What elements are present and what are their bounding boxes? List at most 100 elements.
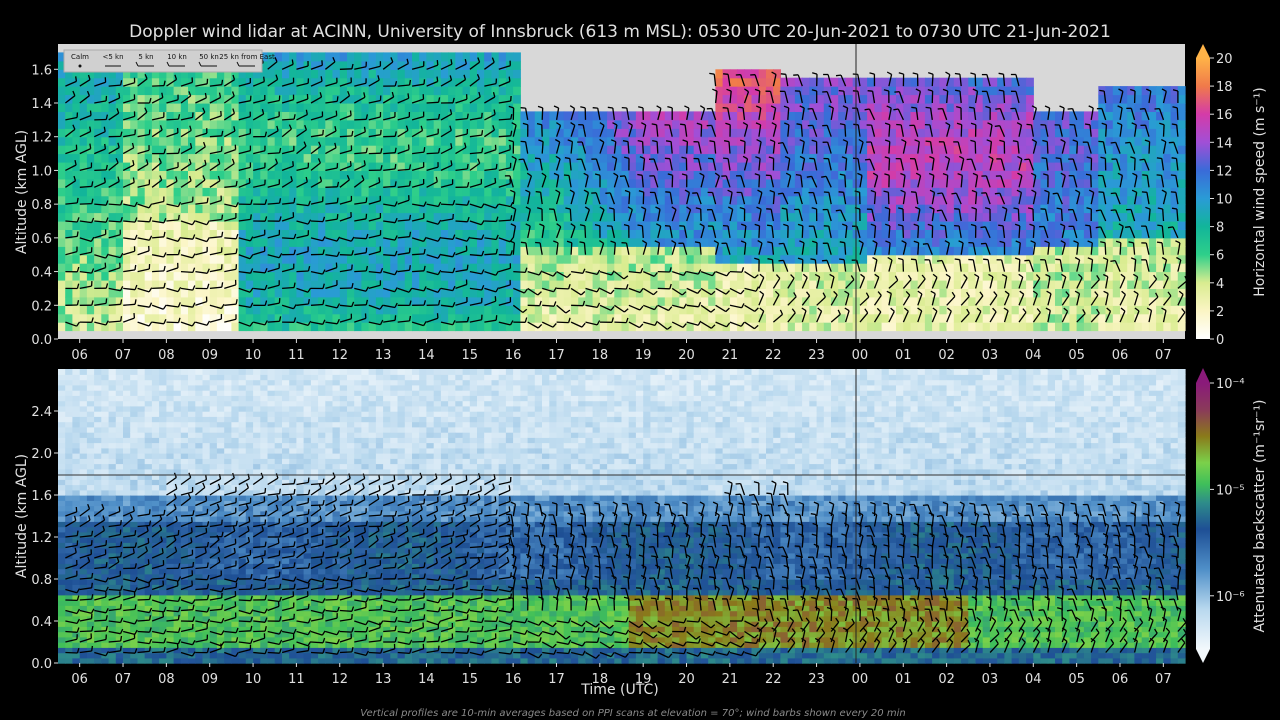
wind-speed-cell xyxy=(469,153,478,163)
wind-speed-cell xyxy=(477,69,485,79)
wind-speed-cell xyxy=(859,305,868,315)
wind-speed-cell xyxy=(477,237,485,247)
wind-speed-cell xyxy=(1018,162,1027,171)
wind-speed-cell xyxy=(513,103,521,112)
wind-speed-cell xyxy=(310,280,319,289)
wind-speed-cell xyxy=(816,195,825,205)
wind-speed-cell xyxy=(224,103,232,112)
wind-speed-cell xyxy=(180,271,189,281)
wind-speed-cell xyxy=(729,271,738,281)
wind-speed-cell xyxy=(58,254,66,264)
wind-speed-cell xyxy=(787,77,796,87)
wind-speed-cell xyxy=(1127,313,1135,323)
wind-speed-cell xyxy=(1156,187,1164,197)
wind-speed-cell xyxy=(722,86,731,96)
wind-speed-cell xyxy=(693,221,702,230)
wind-speed-cell xyxy=(115,237,124,247)
wind-speed-cell xyxy=(274,187,283,197)
wind-speed-cell xyxy=(1148,178,1157,188)
wind-speed-cell xyxy=(802,111,810,121)
wind-speed-cell xyxy=(556,111,565,121)
wind-speed-cell xyxy=(65,322,73,332)
wind-speed-cell xyxy=(563,128,572,138)
wind-speed-cell xyxy=(144,305,153,315)
wind-speed-cell xyxy=(838,128,846,138)
wind-speed-cell xyxy=(816,136,825,146)
wind-speed-cell xyxy=(628,128,637,138)
wind-speed-cell xyxy=(303,280,312,289)
wind-speed-cell xyxy=(491,271,500,281)
wind-speed-cell xyxy=(888,153,897,163)
wind-speed-cell xyxy=(86,119,95,129)
wind-speed-cell xyxy=(477,313,485,323)
wind-speed-cell xyxy=(498,119,507,129)
wind-speed-cell xyxy=(513,187,521,197)
wind-speed-cell xyxy=(404,86,413,96)
wind-speed-cell xyxy=(404,60,413,70)
wind-speed-cell xyxy=(751,69,760,79)
wind-speed-cell xyxy=(1033,322,1042,332)
wind-speed-cell xyxy=(383,246,391,256)
wind-speed-cell xyxy=(289,187,297,197)
wind-speed-cell xyxy=(527,128,536,138)
wind-speed-cell xyxy=(383,280,391,289)
wind-speed-cell xyxy=(715,119,724,129)
wind-speed-cell xyxy=(267,305,276,315)
wind-speed-cell xyxy=(310,52,319,62)
wind-speed-cell xyxy=(708,178,716,188)
wind-speed-cell xyxy=(917,254,926,264)
wind-speed-cell xyxy=(809,128,818,138)
wind-speed-cell xyxy=(318,246,326,256)
wind-speed-cell xyxy=(1055,212,1063,222)
wind-speed-cell xyxy=(859,145,868,155)
wind-speed-cell xyxy=(874,313,883,323)
wind-speed-cell xyxy=(513,263,521,273)
wind-speed-cell xyxy=(433,305,442,315)
wind-speed-cell xyxy=(672,145,680,155)
wind-speed-cell xyxy=(701,305,709,315)
wind-speed-cell xyxy=(462,313,471,323)
wind-speed-cell xyxy=(989,103,998,112)
wind-speed-cell xyxy=(86,296,95,306)
wind-speed-cell xyxy=(498,313,507,323)
wind-barb xyxy=(65,124,76,138)
wind-speed-cell xyxy=(1163,187,1172,197)
wind-speed-cell xyxy=(946,86,955,96)
wind-speed-cell xyxy=(166,237,175,247)
wind-speed-cell xyxy=(339,119,348,129)
wind-speed-cell xyxy=(267,254,276,264)
wind-speed-cell xyxy=(253,170,261,180)
wind-speed-cell xyxy=(303,305,312,315)
wind-speed-cell xyxy=(578,111,586,121)
wind-speed-cell xyxy=(505,94,514,104)
wind-speed-cell xyxy=(440,111,449,121)
wind-speed-cell xyxy=(195,153,204,163)
wind-speed-cell xyxy=(1026,162,1034,171)
wind-speed-cell xyxy=(310,103,319,112)
wind-speed-cell xyxy=(455,288,464,298)
wind-speed-cell xyxy=(274,170,283,180)
wind-speed-cell xyxy=(440,162,449,171)
wind-speed-cell xyxy=(961,162,969,171)
wind-speed-cell xyxy=(484,313,492,323)
wind-speed-cell xyxy=(729,322,738,332)
wind-speed-cell xyxy=(1098,111,1107,121)
wind-speed-cell xyxy=(968,86,977,96)
wind-speed-cell xyxy=(701,322,709,332)
wind-speed-cell xyxy=(108,69,117,79)
wind-speed-cell xyxy=(72,195,81,205)
wind-speed-cell xyxy=(361,178,370,188)
wind-speed-cell xyxy=(253,263,261,273)
wind-speed-cell xyxy=(383,162,391,171)
wind-speed-cell xyxy=(534,221,543,230)
wind-speed-cell xyxy=(448,77,456,87)
wind-speed-cell xyxy=(462,77,471,87)
wind-speed-cell xyxy=(231,195,240,205)
wind-speed-cell xyxy=(1004,111,1013,121)
wind-speed-cell xyxy=(1069,305,1078,315)
wind-speed-cell xyxy=(1148,119,1157,129)
wind-speed-cell xyxy=(953,296,962,306)
wind-speed-cell xyxy=(166,136,175,146)
wind-speed-cell xyxy=(491,170,500,180)
wind-speed-cell xyxy=(383,229,391,239)
